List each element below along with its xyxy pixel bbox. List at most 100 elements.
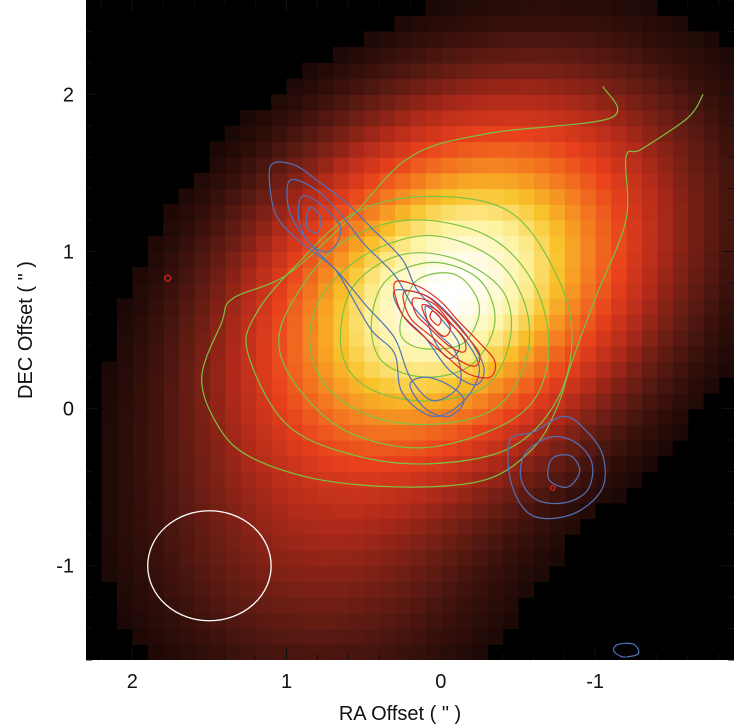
heatmap-cell — [394, 534, 411, 551]
heatmap-cell — [579, 314, 596, 331]
heatmap-cell — [194, 581, 211, 598]
heatmap-cell — [564, 424, 581, 441]
heatmap-cell — [286, 345, 303, 363]
heatmap-cell — [456, 204, 473, 221]
heatmap-cell — [641, 15, 658, 33]
heatmap-cell — [286, 581, 303, 598]
heatmap-cell — [271, 235, 288, 253]
heatmap-cell — [379, 125, 396, 143]
heatmap-cell — [286, 282, 303, 300]
heatmap-cell — [116, 455, 133, 473]
heatmap-cell — [548, 0, 565, 17]
heatmap-cell — [394, 314, 411, 331]
heatmap-cell — [440, 502, 457, 520]
heatmap-cell — [224, 424, 241, 441]
heatmap-cell — [440, 15, 457, 33]
heatmap-cell — [487, 94, 504, 111]
heatmap-cell — [548, 110, 565, 127]
heatmap-cell — [456, 455, 473, 473]
heatmap-cell — [178, 408, 195, 425]
heatmap-cell — [147, 455, 164, 473]
heatmap-cell — [425, 220, 442, 237]
heatmap-cell — [317, 581, 334, 598]
heatmap-cell — [394, 125, 411, 143]
heatmap-cell — [209, 440, 226, 457]
heatmap-cell — [656, 440, 673, 457]
heatmap-cell — [564, 518, 581, 535]
heatmap-cell — [440, 204, 457, 221]
heatmap-cell — [394, 565, 411, 583]
heatmap-cell — [163, 392, 180, 410]
heatmap-cell — [425, 628, 442, 645]
heatmap-cell — [518, 141, 535, 158]
heatmap-cell — [101, 471, 118, 488]
heatmap-cell — [163, 235, 180, 253]
heatmap-cell — [656, 330, 673, 347]
heatmap-cell — [518, 581, 535, 598]
heatmap-cell — [626, 377, 643, 394]
heatmap-cell — [178, 188, 195, 205]
heatmap-cell — [271, 440, 288, 457]
heatmap-cell — [687, 204, 704, 221]
heatmap-cell — [163, 330, 180, 347]
heatmap-cell — [440, 487, 457, 504]
heatmap-cell — [116, 565, 133, 583]
heatmap-cell — [502, 220, 519, 237]
heatmap-cell — [518, 267, 535, 284]
heatmap-cell — [502, 377, 519, 394]
heatmap-cell — [502, 31, 519, 48]
heatmap-cell — [363, 235, 380, 253]
heatmap-cell — [178, 424, 195, 441]
heatmap-cell — [518, 565, 535, 583]
heatmap-cell — [147, 345, 164, 363]
heatmap-cell — [363, 298, 380, 315]
heatmap-cell — [132, 408, 149, 425]
heatmap-cell — [116, 408, 133, 425]
heatmap-cell — [194, 597, 211, 614]
heatmap-cell — [471, 110, 488, 127]
heatmap-cell — [379, 565, 396, 583]
heatmap-cell — [317, 330, 334, 347]
heatmap-cell — [224, 188, 241, 205]
heatmap-cell — [163, 220, 180, 237]
heatmap-cell — [456, 565, 473, 583]
heatmap-cell — [224, 330, 241, 347]
heatmap-cell — [672, 62, 689, 80]
heatmap-cell — [687, 298, 704, 315]
heatmap-cell — [302, 565, 319, 583]
heatmap-cell — [440, 534, 457, 551]
heatmap-cell — [610, 172, 627, 190]
heatmap-cell — [240, 471, 257, 488]
heatmap-cell — [332, 440, 349, 457]
heatmap-cell — [440, 612, 457, 630]
heatmap-cell — [595, 0, 612, 17]
heatmap-cell — [687, 78, 704, 95]
heatmap-cell — [394, 550, 411, 567]
heatmap-cell — [610, 345, 627, 363]
heatmap-cell — [610, 31, 627, 48]
heatmap-cell — [518, 392, 535, 410]
heatmap-cell — [641, 377, 658, 394]
heatmap-cell — [641, 220, 658, 237]
heatmap-cell — [224, 235, 241, 253]
heatmap-cell — [209, 188, 226, 205]
heatmap-cell — [703, 141, 720, 158]
heatmap-cell — [379, 141, 396, 158]
heatmap-cell — [379, 550, 396, 567]
heatmap-cell — [425, 377, 442, 394]
heatmap-cell — [471, 15, 488, 33]
heatmap-cell — [178, 220, 195, 237]
heatmap-cell — [425, 141, 442, 158]
heatmap-cell — [379, 282, 396, 300]
heatmap-cell — [579, 251, 596, 268]
heatmap-cell — [332, 345, 349, 363]
heatmap-cell — [302, 471, 319, 488]
heatmap-cell — [440, 565, 457, 583]
heatmap-cell — [178, 518, 195, 535]
heatmap-cell — [456, 188, 473, 205]
heatmap-cell — [286, 518, 303, 535]
heatmap-cell — [487, 487, 504, 504]
heatmap-cell — [502, 455, 519, 473]
heatmap-cell — [595, 392, 612, 410]
heatmap-cell — [255, 220, 272, 237]
